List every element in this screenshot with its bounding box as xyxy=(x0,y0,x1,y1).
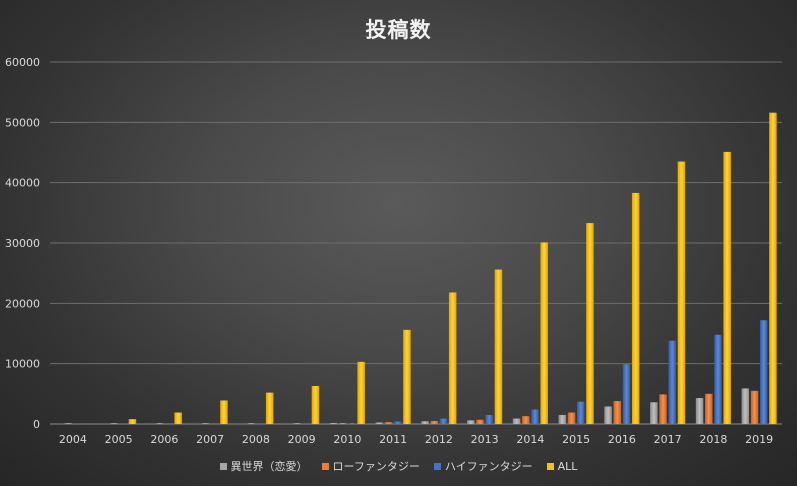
bar-ローファンタジー-2017 xyxy=(659,394,667,424)
bar-ローファンタジー-2014 xyxy=(522,416,530,424)
x-tick-label: 2009 xyxy=(288,433,316,446)
bar-ハイファンタジー-2015 xyxy=(576,401,585,424)
y-tick-label: 60000 xyxy=(5,56,40,69)
bar-異世界（恋愛）-2015 xyxy=(558,414,567,424)
legend-swatch xyxy=(546,462,554,470)
bar-ALL-2018 xyxy=(723,151,731,424)
bar-ローファンタジー-2010 xyxy=(339,423,347,424)
bars xyxy=(64,112,777,425)
legend-swatch xyxy=(321,462,329,470)
x-tick-label: 2006 xyxy=(150,433,178,446)
bar-ALL-2014 xyxy=(540,242,548,424)
bar-異世界（恋愛）-2014 xyxy=(512,418,521,424)
bar-ローファンタジー-2011 xyxy=(384,422,393,424)
x-tick-label: 2012 xyxy=(425,433,453,446)
bar-ハイファンタジー-2019 xyxy=(759,320,768,424)
bar-異世界（恋愛）-2010 xyxy=(329,423,338,424)
bar-ALL-2013 xyxy=(494,269,503,424)
x-tick-label: 2014 xyxy=(516,433,544,446)
bar-ローファンタジー-2013 xyxy=(476,419,484,424)
x-tick-label: 2005 xyxy=(105,433,133,446)
bar-ローファンタジー-2009 xyxy=(293,423,301,424)
bar-ALL-2007 xyxy=(220,400,228,424)
bar-異世界（恋愛）-2016 xyxy=(604,406,612,424)
legend-item: ALL xyxy=(546,459,578,473)
legend-item: 異世界（恋愛） xyxy=(219,458,308,474)
bar-ハイファンタジー-2014 xyxy=(531,409,539,424)
bar-ローファンタジー-2018 xyxy=(705,393,713,424)
bar-ローファンタジー-2005 xyxy=(110,423,118,424)
bar-ローファンタジー-2004 xyxy=(64,423,73,424)
legend-label: ALL xyxy=(557,459,578,473)
bar-ALL-2008 xyxy=(265,392,274,424)
bar-ハイファンタジー-2017 xyxy=(668,340,676,424)
bar-ローファンタジー-2015 xyxy=(567,412,576,424)
bar-異世界（恋愛）-2019 xyxy=(741,388,750,424)
bar-異世界（恋愛）-2012 xyxy=(421,421,429,424)
bar-ALL-2019 xyxy=(769,112,777,425)
legend: 異世界（恋愛） ローファンタジー ハイファンタジー ALL xyxy=(0,458,797,474)
bar-ALL-2012 xyxy=(448,292,457,424)
bar-ローファンタジー-2008 xyxy=(247,423,256,424)
y-tick-label: 50000 xyxy=(5,116,40,129)
x-tick-label: 2004 xyxy=(59,433,87,446)
bar-ローファンタジー-2019 xyxy=(750,390,759,424)
x-tick-label: 2011 xyxy=(379,433,407,446)
x-tick-label: 2007 xyxy=(196,433,224,446)
y-tick-label: 10000 xyxy=(5,358,40,371)
y-tick-label: 0 xyxy=(33,418,40,431)
bar-ローファンタジー-2007 xyxy=(201,423,210,424)
legend-swatch xyxy=(433,462,441,470)
bar-ALL-2005 xyxy=(128,419,137,424)
bar-ハイファンタジー-2013 xyxy=(485,414,493,424)
x-tick-label: 2008 xyxy=(242,433,270,446)
y-tick-label: 40000 xyxy=(5,177,40,190)
bar-ローファンタジー-2012 xyxy=(430,420,439,424)
y-axis-ticks: 0 10000 20000 30000 40000 50000 60000 xyxy=(5,56,40,431)
x-tick-label: 2017 xyxy=(654,433,682,446)
chart-title: 投稿数 xyxy=(365,18,432,42)
bar-ハイファンタジー-2012 xyxy=(439,418,448,424)
x-tick-label: 2016 xyxy=(608,433,636,446)
legend-label: ハイファンタジー xyxy=(444,460,533,473)
bar-ハイファンタジー-2018 xyxy=(714,334,722,424)
bar-異世界（恋愛）-2017 xyxy=(650,402,658,424)
gridlines xyxy=(50,61,782,425)
bar-ALL-2015 xyxy=(586,223,594,424)
legend-item: ハイファンタジー xyxy=(433,458,533,474)
bar-ALL-2017 xyxy=(677,161,686,425)
bar-ハイファンタジー-2016 xyxy=(622,364,631,424)
legend-swatch xyxy=(219,462,227,470)
x-tick-label: 2015 xyxy=(562,433,590,446)
x-axis-ticks: 2004 2005 2006 2007 2008 2009 2010 2011 2012 2013… xyxy=(59,433,773,446)
bar-ローファンタジー-2006 xyxy=(156,423,164,424)
bar-異世界（恋愛）-2013 xyxy=(467,420,475,424)
bar-ALL-2009 xyxy=(311,385,320,424)
y-tick-label: 30000 xyxy=(5,237,40,250)
bar-異世界（恋愛）-2011 xyxy=(375,422,384,424)
bar-ALL-2010 xyxy=(357,361,365,424)
bar-ALL-2011 xyxy=(403,329,411,424)
legend-label: ローファンタジー xyxy=(332,460,420,473)
bar-ALL-2006 xyxy=(174,412,182,424)
legend-label: 異世界（恋愛） xyxy=(230,460,308,473)
y-tick-label: 20000 xyxy=(5,297,40,310)
x-tick-label: 2019 xyxy=(745,433,773,446)
x-tick-label: 2010 xyxy=(333,433,361,446)
bar-ALL-2016 xyxy=(631,192,640,424)
bar-ハイファンタジー-2010 xyxy=(348,423,356,424)
x-tick-label: 2018 xyxy=(699,433,727,446)
bar-ハイファンタジー-2011 xyxy=(393,421,402,424)
legend-item: ローファンタジー xyxy=(321,458,420,474)
x-tick-label: 2013 xyxy=(471,433,499,446)
bar-ローファンタジー-2016 xyxy=(613,401,622,424)
bar-異世界（恋愛）-2018 xyxy=(695,398,704,424)
